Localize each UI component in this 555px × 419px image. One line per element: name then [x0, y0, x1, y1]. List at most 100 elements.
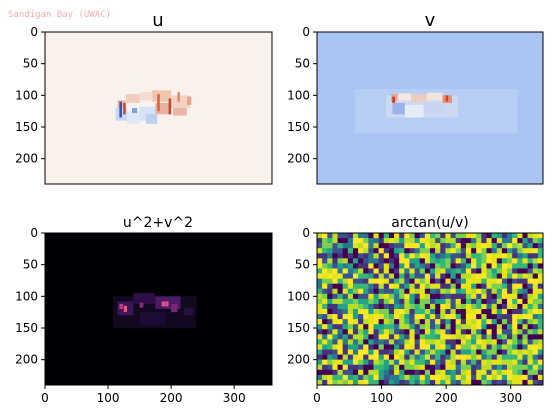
- angle-cell: [317, 303, 323, 310]
- angle-cell: [537, 253, 543, 259]
- angle-cell: [327, 374, 333, 381]
- angle-cell: [435, 379, 441, 385]
- angle-cell: [327, 329, 333, 335]
- angle-cell: [404, 379, 410, 385]
- angle-cell: [373, 344, 379, 350]
- angle-cell: [388, 293, 395, 300]
- angle-cell: [527, 379, 533, 385]
- angle-cell: [532, 258, 539, 264]
- u-field-cell: [155, 102, 172, 115]
- angle-cell: [409, 344, 415, 350]
- angle-cell: [512, 324, 518, 330]
- angle-cell: [363, 314, 369, 320]
- angle-cell: [317, 243, 323, 249]
- angle-cell: [445, 298, 451, 305]
- angle-cell: [517, 339, 523, 345]
- angle-cell: [450, 334, 456, 340]
- angle-cell: [358, 319, 364, 325]
- angle-cell: [491, 278, 498, 284]
- angle-cell: [517, 253, 523, 259]
- angle-cell: [352, 364, 359, 371]
- angle-cell: [512, 374, 518, 381]
- angle-cell: [322, 278, 328, 284]
- angle-cell: [522, 344, 528, 350]
- angle-cell: [507, 258, 513, 264]
- angle-cell: [352, 359, 359, 365]
- angle-cell: [537, 248, 543, 254]
- angle-cell: [496, 303, 503, 310]
- angle-cell: [363, 324, 369, 330]
- angle-cell: [337, 314, 343, 320]
- u-field-cell: [145, 114, 158, 124]
- angle-cell: [517, 248, 523, 254]
- angle-cell: [481, 258, 487, 264]
- angle-cell: [465, 303, 472, 310]
- angle-cell: [388, 303, 395, 310]
- angle-cell: [445, 339, 451, 345]
- angle-cell: [522, 314, 528, 320]
- angle-cell: [507, 369, 513, 376]
- angle-cell: [501, 364, 508, 371]
- angle-cell: [527, 293, 533, 300]
- angle-cell: [394, 288, 400, 295]
- angle-cell: [378, 329, 385, 335]
- magnitude-cell: [119, 303, 124, 309]
- angle-cell: [358, 258, 364, 264]
- panel-title-angle: arctan(u/v): [391, 215, 468, 231]
- angle-cell: [399, 283, 405, 289]
- angle-cell: [332, 374, 338, 381]
- angle-cell: [363, 233, 369, 239]
- angle-cell: [445, 354, 451, 360]
- angle-cell: [537, 369, 543, 376]
- angle-cell: [537, 374, 543, 381]
- angle-cell: [507, 309, 513, 315]
- angle-cell: [440, 263, 446, 269]
- angle-cell: [368, 303, 374, 310]
- angle-cell: [460, 303, 467, 310]
- angle-cell: [378, 293, 385, 300]
- angle-cell: [435, 329, 441, 335]
- angle-cell: [399, 258, 405, 264]
- angle-cell: [465, 324, 472, 330]
- angle-cell: [450, 359, 456, 365]
- angle-cell: [394, 253, 400, 259]
- angle-cell: [460, 248, 467, 254]
- angle-cell: [399, 303, 405, 310]
- x-tick-label: 0: [313, 391, 321, 405]
- angle-cell: [414, 243, 420, 249]
- angle-cell: [465, 273, 472, 279]
- angle-cell: [388, 349, 395, 355]
- angle-cell: [445, 278, 451, 284]
- angle-cell: [352, 349, 359, 355]
- angle-cell: [404, 349, 410, 355]
- angle-cell: [527, 233, 533, 239]
- angle-cell: [435, 293, 441, 300]
- angle-cell: [409, 364, 415, 371]
- angle-cell: [409, 273, 415, 279]
- angle-cell: [419, 233, 426, 239]
- angle-cell: [517, 344, 523, 350]
- angle-cell: [332, 288, 338, 295]
- angle-cell: [373, 329, 379, 335]
- angle-cell: [352, 298, 359, 305]
- angle-cell: [414, 238, 420, 244]
- angle-cell: [481, 293, 487, 300]
- angle-cell: [347, 364, 354, 371]
- angle-cell: [476, 233, 482, 239]
- angle-cell: [465, 309, 472, 315]
- angle-cell: [383, 379, 390, 385]
- angle-cell: [445, 349, 451, 355]
- angle-cell: [358, 243, 364, 249]
- angle-cell: [465, 248, 472, 254]
- angle-cell: [373, 278, 379, 284]
- angle-cell: [327, 334, 333, 340]
- angle-cell: [322, 248, 328, 254]
- angle-cell: [322, 314, 328, 320]
- angle-cell: [373, 303, 379, 310]
- angle-cell: [445, 303, 451, 310]
- angle-cell: [424, 344, 431, 350]
- angle-cell: [522, 309, 528, 315]
- angle-cell: [465, 369, 472, 376]
- angle-cell: [363, 349, 369, 355]
- x-tick-label: 100: [370, 391, 393, 405]
